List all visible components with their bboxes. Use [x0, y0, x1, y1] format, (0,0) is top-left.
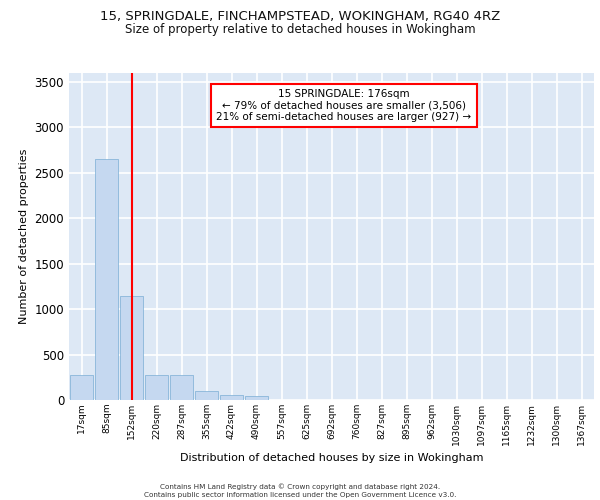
Bar: [119, 296, 143, 400]
Bar: [95, 159, 118, 400]
Bar: [194, 391, 218, 400]
Bar: [245, 396, 268, 400]
Text: Contains HM Land Registry data © Crown copyright and database right 2024.
Contai: Contains HM Land Registry data © Crown c…: [144, 484, 456, 498]
Text: Size of property relative to detached houses in Wokingham: Size of property relative to detached ho…: [125, 22, 475, 36]
Bar: [170, 375, 193, 400]
Text: 15 SPRINGDALE: 176sqm
← 79% of detached houses are smaller (3,506)
21% of semi-d: 15 SPRINGDALE: 176sqm ← 79% of detached …: [217, 89, 472, 122]
Y-axis label: Number of detached properties: Number of detached properties: [19, 148, 29, 324]
X-axis label: Distribution of detached houses by size in Wokingham: Distribution of detached houses by size …: [180, 453, 483, 463]
Bar: [145, 374, 169, 400]
Bar: [220, 395, 244, 400]
Bar: [70, 376, 94, 400]
Text: 15, SPRINGDALE, FINCHAMPSTEAD, WOKINGHAM, RG40 4RZ: 15, SPRINGDALE, FINCHAMPSTEAD, WOKINGHAM…: [100, 10, 500, 23]
